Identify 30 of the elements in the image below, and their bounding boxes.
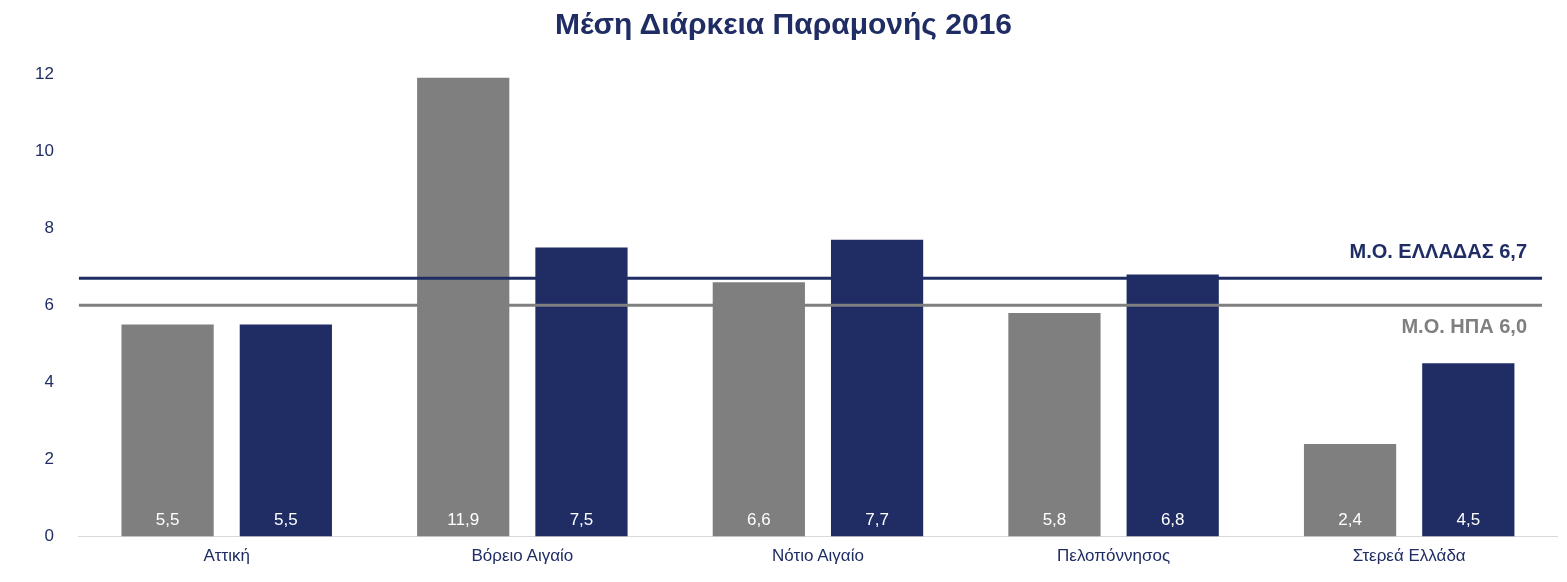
y-tick-label: 10 [34,140,54,160]
chart-title: Μέση Διάρκεια Παραμονής 2016 [554,7,1013,41]
bar [1422,363,1515,537]
y-tick-label: 8 [44,217,54,237]
data-label: 11,9 [447,509,480,529]
x-tick-label: Νότιο Αιγαίο [772,546,864,566]
x-tick-label: Βόρειο Αιγαίο [471,546,574,566]
data-label: 5,5 [155,509,180,529]
bar [121,324,214,537]
data-label: 5,8 [1042,509,1067,529]
data-label: 7,7 [865,509,889,529]
y-tick-label: 6 [44,294,54,314]
y-tick-label: 0 [44,526,54,546]
x-tick-label: Πελοπόννησος [1057,546,1171,566]
data-label: 7,5 [569,509,594,529]
ref-line-label: Μ.Ο. ΗΠΑ 6,0 [1401,314,1527,337]
bar [1303,444,1397,537]
data-label: 5,5 [274,509,298,529]
y-tick-label: 2 [44,449,54,469]
data-label: 2,4 [1338,509,1362,529]
y-tick-label: 12 [34,63,54,83]
data-label: 4,5 [1456,509,1481,529]
ref-line-label: Μ.Ο. ΕΛΛΑΔΑΣ 6,7 [1349,239,1527,262]
data-label: 6,8 [1160,509,1185,529]
y-tick-label: 4 [44,372,54,392]
data-label: 6,6 [747,509,771,529]
bar [239,324,332,537]
x-tick-label: Αττική [203,546,250,566]
x-tick-label: Στερεά Ελλάδα [1352,546,1466,566]
bar [1008,313,1101,537]
